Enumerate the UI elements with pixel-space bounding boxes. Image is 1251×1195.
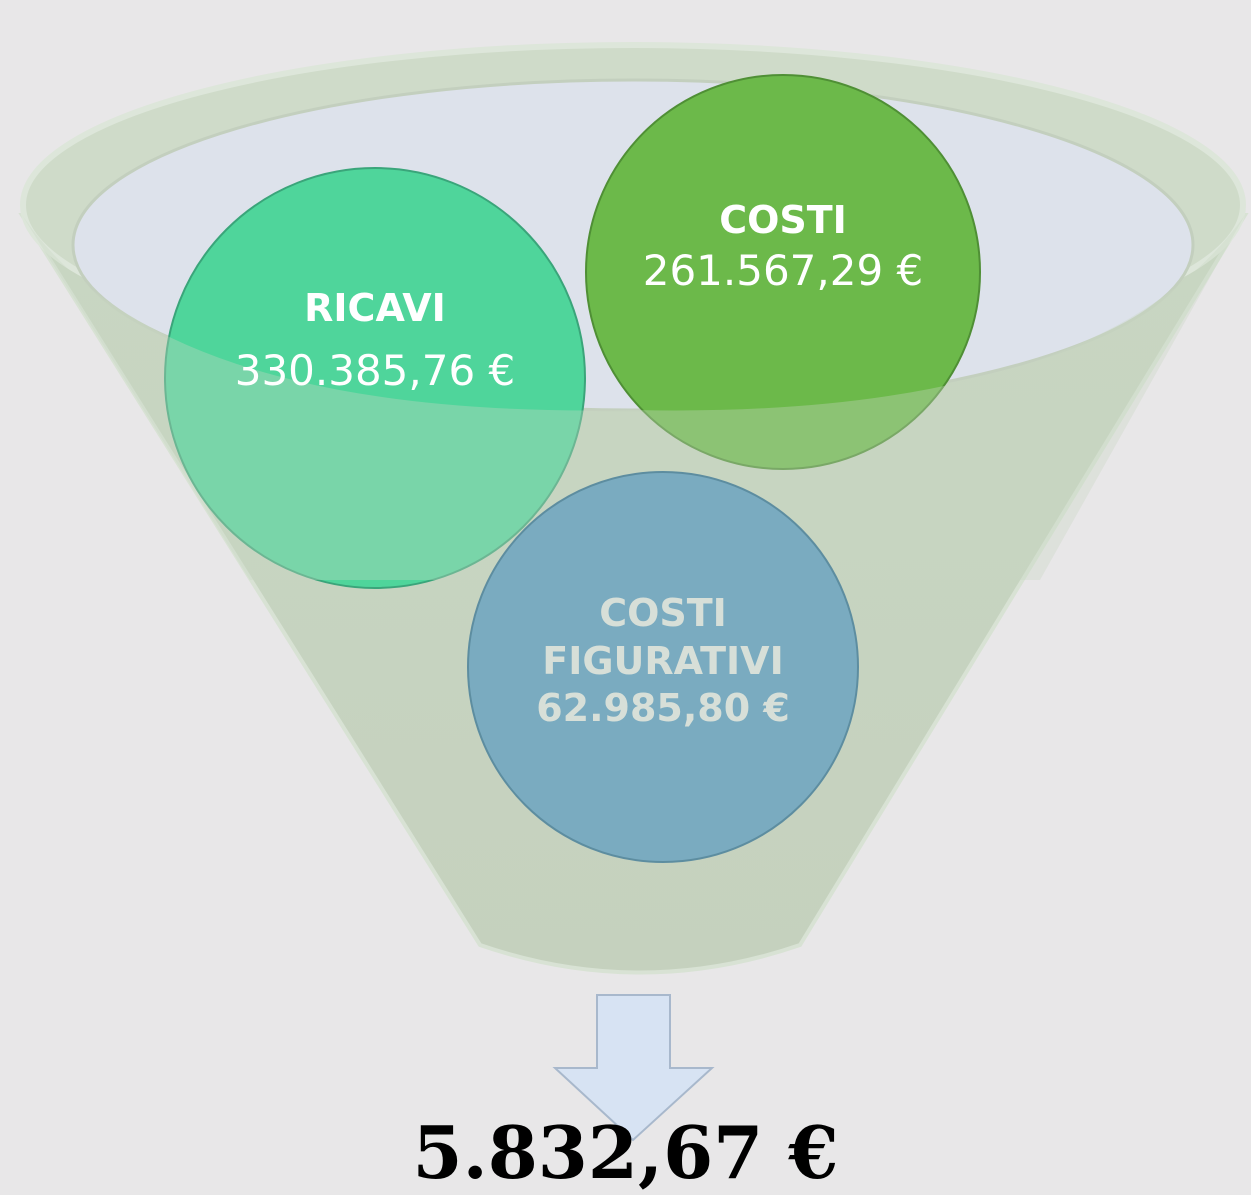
node-amount: 62.985,80 € bbox=[536, 686, 790, 730]
node-title: RICAVI bbox=[304, 286, 446, 330]
funnel-front bbox=[22, 215, 1245, 580]
ricavi-circle bbox=[164, 167, 586, 589]
costi-figurativi-circle bbox=[467, 471, 859, 863]
costi-label: COSTI 261.567,29 € bbox=[638, 197, 928, 297]
costi-figurativi-label: COSTI FIGURATIVI 62.985,80 € bbox=[513, 590, 813, 733]
result: 5.832,67 € bbox=[412, 1110, 839, 1195]
node-amount: 330.385,76 € bbox=[234, 345, 516, 395]
down-arrow bbox=[552, 994, 715, 1142]
node-amount: 261.567,29 € bbox=[642, 245, 924, 295]
ricavi-label: RICAVI 330.385,76 € bbox=[230, 285, 520, 397]
node-title: COSTI FIGURATIVI bbox=[542, 591, 784, 683]
costi-circle bbox=[585, 74, 981, 470]
node-title: COSTI bbox=[719, 198, 847, 242]
